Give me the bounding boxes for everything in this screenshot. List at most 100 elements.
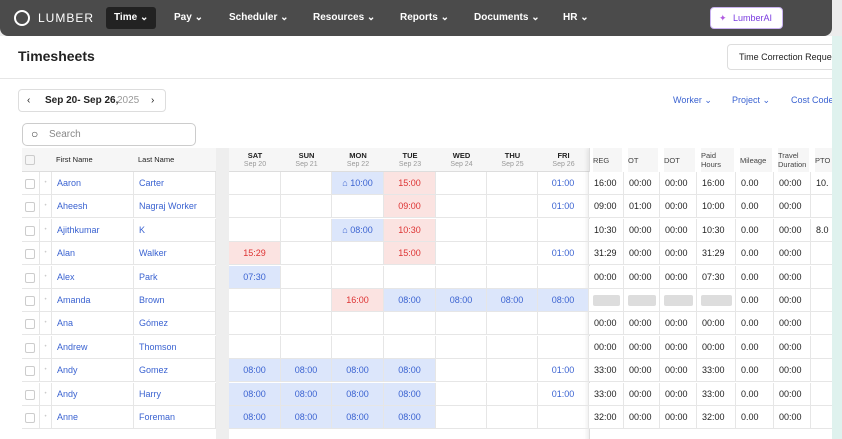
day-cell[interactable] [281, 242, 332, 266]
day-cell[interactable]: 08:00 [436, 289, 487, 312]
day-cell[interactable] [487, 172, 538, 195]
last-name[interactable]: Thomson [134, 335, 216, 359]
day-cell[interactable]: ⌂ 10:00 [332, 172, 384, 195]
nav-item[interactable]: Time ⌄ [106, 7, 157, 29]
day-cell[interactable]: 08:00 [281, 406, 332, 429]
day-cell[interactable] [332, 335, 384, 359]
first-name[interactable]: Aheesh [52, 195, 134, 219]
day-cell[interactable] [538, 265, 589, 289]
last-name[interactable]: K [134, 218, 216, 242]
day-cell[interactable] [436, 359, 487, 383]
day-cell[interactable]: 08:00 [229, 406, 281, 429]
row-checkbox[interactable] [25, 319, 35, 330]
day-cell[interactable] [229, 312, 281, 336]
day-cell[interactable] [436, 265, 487, 289]
day-cell[interactable] [281, 172, 332, 195]
day-cell[interactable]: 08:00 [229, 382, 281, 406]
last-name[interactable]: Walker [134, 242, 216, 266]
time-correction-button[interactable]: Time Correction Reques [727, 44, 842, 70]
day-cell[interactable] [281, 265, 332, 289]
first-name[interactable]: Alex [52, 265, 134, 289]
day-cell[interactable] [538, 312, 589, 336]
last-name[interactable]: Brown [134, 289, 216, 312]
row-checkbox[interactable] [25, 272, 35, 283]
filter-dropdown[interactable]: Project ⌄ [732, 95, 771, 105]
day-cell[interactable]: 01:00 [538, 195, 589, 219]
last-name[interactable]: Gomez [134, 359, 216, 383]
row-checkbox[interactable] [25, 413, 35, 423]
day-cell[interactable]: 15:00 [384, 172, 436, 195]
day-cell[interactable] [384, 265, 436, 289]
day-cell[interactable]: 01:00 [538, 382, 589, 406]
first-name[interactable]: Ana [52, 312, 134, 336]
row-checkbox[interactable] [25, 225, 35, 236]
nav-item[interactable]: Scheduler ⌄ [221, 7, 297, 29]
day-cell[interactable] [487, 359, 538, 383]
day-cell[interactable]: 07:30 [229, 265, 281, 289]
day-cell[interactable]: 08:00 [281, 359, 332, 383]
day-cell[interactable] [384, 335, 436, 359]
day-cell[interactable] [487, 335, 538, 359]
day-cell[interactable] [436, 335, 487, 359]
date-picker[interactable]: ‹ Sep 20- Sep 26, 2025 › [18, 89, 166, 112]
day-cell[interactable] [538, 218, 589, 242]
nav-item[interactable]: HR ⌄ [555, 7, 597, 29]
day-cell[interactable] [436, 172, 487, 195]
nav-item[interactable]: Reports ⌄ [392, 7, 457, 29]
day-cell[interactable] [487, 406, 538, 429]
last-name[interactable]: Park [134, 265, 216, 289]
row-checkbox[interactable] [25, 249, 35, 260]
last-name[interactable]: Foreman [134, 406, 216, 429]
day-cell[interactable] [384, 312, 436, 336]
last-name[interactable]: Carter [134, 172, 216, 195]
day-cell[interactable] [487, 265, 538, 289]
first-name[interactable]: Anne [52, 406, 134, 429]
day-cell[interactable] [281, 218, 332, 242]
filter-dropdown[interactable]: Cost Code [791, 95, 834, 105]
day-cell[interactable]: 08:00 [384, 289, 436, 312]
day-cell[interactable] [538, 406, 589, 429]
day-cell[interactable]: 10:30 [384, 218, 436, 242]
prev-arrow[interactable]: ‹ [27, 95, 31, 106]
first-name[interactable]: Aaron [52, 172, 134, 195]
day-cell[interactable]: 08:00 [229, 359, 281, 383]
day-cell[interactable] [332, 265, 384, 289]
day-cell[interactable] [229, 335, 281, 359]
day-cell[interactable] [281, 312, 332, 336]
day-cell[interactable] [332, 242, 384, 266]
day-cell[interactable] [332, 195, 384, 219]
first-name[interactable]: Andrew [52, 335, 134, 359]
nav-item[interactable]: Pay ⌄ [166, 7, 211, 29]
day-cell[interactable] [538, 335, 589, 359]
row-checkbox[interactable] [25, 389, 35, 400]
last-name[interactable]: Nagraj Worker [134, 195, 216, 219]
row-checkbox[interactable] [25, 342, 35, 353]
day-cell[interactable]: 09:00 [384, 195, 436, 219]
search-box[interactable]: ○ Search [22, 123, 196, 146]
day-cell[interactable] [436, 242, 487, 266]
day-cell[interactable] [436, 218, 487, 242]
filter-dropdown[interactable]: Worker ⌄ [673, 95, 712, 105]
day-cell[interactable] [281, 195, 332, 219]
last-name[interactable]: Harry [134, 382, 216, 406]
first-name[interactable]: Alan [52, 242, 134, 266]
day-cell[interactable]: 15:29 [229, 242, 281, 266]
day-cell[interactable] [332, 312, 384, 336]
header-checkbox[interactable] [25, 155, 35, 165]
row-checkbox[interactable] [25, 179, 35, 189]
day-cell[interactable] [229, 289, 281, 312]
day-cell[interactable]: 08:00 [332, 359, 384, 383]
day-cell[interactable] [436, 406, 487, 429]
day-cell[interactable]: 01:00 [538, 172, 589, 195]
day-cell[interactable] [436, 195, 487, 219]
day-cell[interactable]: 16:00 [332, 289, 384, 312]
first-name[interactable]: Ajithkumar [52, 218, 134, 242]
nav-item[interactable]: Documents ⌄ [466, 7, 548, 29]
day-cell[interactable]: 08:00 [384, 359, 436, 383]
day-cell[interactable]: 08:00 [332, 406, 384, 429]
day-cell[interactable] [229, 218, 281, 242]
day-cell[interactable]: 08:00 [281, 382, 332, 406]
day-cell[interactable] [487, 242, 538, 266]
day-cell[interactable]: 08:00 [487, 289, 538, 312]
day-cell[interactable]: 08:00 [384, 382, 436, 406]
